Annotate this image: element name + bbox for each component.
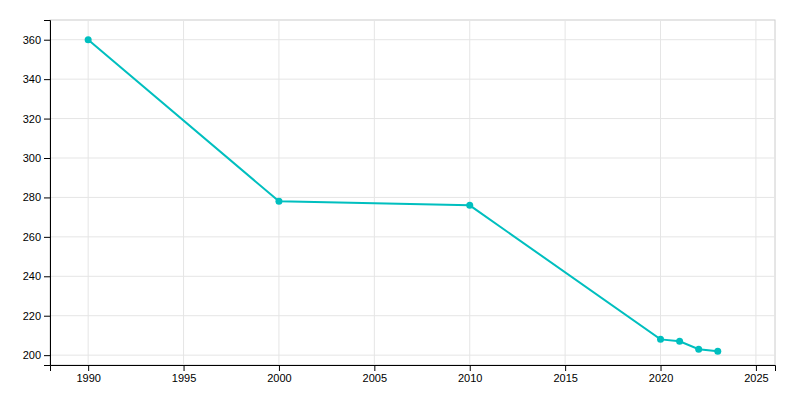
grid-line-x (660, 20, 661, 365)
grid-line-x (183, 20, 184, 365)
tick: 2010 (458, 365, 482, 384)
tick-label: 240 (23, 270, 41, 282)
axis-line (44, 21, 51, 366)
tick: 1990 (76, 365, 100, 384)
tick-label: 260 (23, 231, 41, 243)
tick: 240 (23, 270, 50, 282)
grid-line-x (278, 20, 279, 365)
tick-label: 360 (23, 34, 41, 46)
point (676, 338, 683, 345)
tick-mark (184, 365, 185, 371)
tick: 260 (23, 231, 50, 243)
axis-line (51, 366, 776, 372)
tick-mark (44, 276, 50, 277)
tick-label: 280 (23, 191, 41, 203)
tick: 2015 (553, 365, 577, 384)
tick-label: 2020 (649, 372, 673, 384)
chart: 1990 1995 2000 2005 2010 2015 2020 2025 200 220 24… (0, 0, 800, 400)
grid-line-x (755, 20, 756, 365)
tick: 280 (23, 191, 50, 203)
tick-mark (44, 355, 50, 356)
point (466, 202, 473, 209)
tick-label: 200 (23, 349, 41, 361)
tick-mark (374, 365, 375, 371)
tick-mark (279, 365, 280, 371)
point (657, 336, 664, 343)
tick: 340 (23, 73, 50, 85)
tick-label: 2025 (744, 372, 768, 384)
tick-label: 300 (23, 152, 41, 164)
tick-mark (470, 365, 471, 371)
tick-mark (565, 365, 566, 371)
grid-line-y (50, 39, 775, 40)
point (85, 36, 92, 43)
tick: 2025 (744, 365, 768, 384)
tick: 360 (23, 34, 50, 46)
tick-mark (756, 365, 757, 371)
grid-line-y (50, 79, 775, 80)
tick-mark (44, 316, 50, 317)
plot: 1990 1995 2000 2005 2010 2015 2020 2025 200 220 24… (23, 20, 776, 384)
tick-mark (661, 365, 662, 371)
tick: 300 (23, 152, 50, 164)
grid-line-x (88, 20, 89, 365)
tick-mark (88, 365, 89, 371)
grid-line-x (374, 20, 375, 365)
plot-frame (50, 20, 775, 365)
grid-line-x (469, 20, 470, 365)
tick-label: 2005 (363, 372, 387, 384)
grid-line-y (50, 355, 775, 356)
tick-label: 2015 (553, 372, 577, 384)
tick: 2020 (649, 365, 673, 384)
tick-mark (44, 237, 50, 238)
tick: 200 (23, 349, 50, 361)
grid-line-y (50, 276, 775, 277)
tick: 1995 (172, 365, 196, 384)
grid-line-y (50, 197, 775, 198)
tick: 320 (23, 113, 50, 125)
tick-mark (44, 158, 50, 159)
tick-mark (44, 79, 50, 80)
grid-line-x (565, 20, 566, 365)
tick: 220 (23, 310, 50, 322)
tick-label: 2000 (267, 372, 291, 384)
tick-label: 220 (23, 310, 41, 322)
tick: 2000 (267, 365, 291, 384)
grid-line-y (50, 236, 775, 237)
point (695, 346, 702, 353)
grid (50, 20, 775, 365)
tick-label: 1990 (76, 372, 100, 384)
grid-line-y (50, 118, 775, 119)
grid-line-y (50, 315, 775, 316)
point (275, 198, 282, 205)
tick-mark (44, 197, 50, 198)
grid-line-y (50, 158, 775, 159)
tick-label: 340 (23, 73, 41, 85)
tick-mark (44, 40, 50, 41)
x-axis: 1990 1995 2000 2005 2010 2015 2020 2025 (51, 365, 776, 384)
tick-label: 1995 (172, 372, 196, 384)
tick-mark (44, 119, 50, 120)
tick-label: 2010 (458, 372, 482, 384)
tick-label: 320 (23, 113, 41, 125)
marks (85, 36, 722, 354)
tick: 2005 (363, 365, 387, 384)
point (714, 348, 721, 355)
line (88, 40, 718, 351)
y-axis: 200 220 240 260 280 300 320 340 360 (23, 21, 51, 366)
